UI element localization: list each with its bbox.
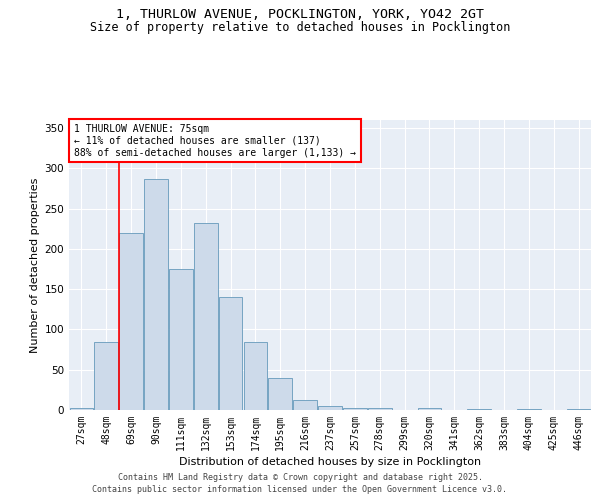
Text: Contains HM Land Registry data © Crown copyright and database right 2025.: Contains HM Land Registry data © Crown c… [118, 472, 482, 482]
Y-axis label: Number of detached properties: Number of detached properties [30, 178, 40, 352]
Bar [70, 408, 93, 410]
Bar [169, 269, 193, 410]
Bar [467, 409, 491, 410]
Bar [318, 406, 342, 410]
Bar [343, 408, 367, 410]
Bar [144, 179, 168, 410]
Bar [194, 223, 218, 410]
Bar [517, 409, 541, 410]
X-axis label: Distribution of detached houses by size in Pocklington: Distribution of detached houses by size … [179, 457, 481, 467]
Bar [293, 400, 317, 410]
Bar [268, 378, 292, 410]
Text: Size of property relative to detached houses in Pocklington: Size of property relative to detached ho… [90, 21, 510, 34]
Bar [368, 408, 392, 410]
Bar [119, 233, 143, 410]
Bar [219, 297, 242, 410]
Bar [244, 342, 267, 410]
Text: 1 THURLOW AVENUE: 75sqm
← 11% of detached houses are smaller (137)
88% of semi-d: 1 THURLOW AVENUE: 75sqm ← 11% of detache… [74, 124, 356, 158]
Text: 1, THURLOW AVENUE, POCKLINGTON, YORK, YO42 2GT: 1, THURLOW AVENUE, POCKLINGTON, YORK, YO… [116, 8, 484, 20]
Bar [418, 408, 441, 410]
Bar [94, 342, 118, 410]
Bar [567, 409, 590, 410]
Text: Contains public sector information licensed under the Open Government Licence v3: Contains public sector information licen… [92, 485, 508, 494]
